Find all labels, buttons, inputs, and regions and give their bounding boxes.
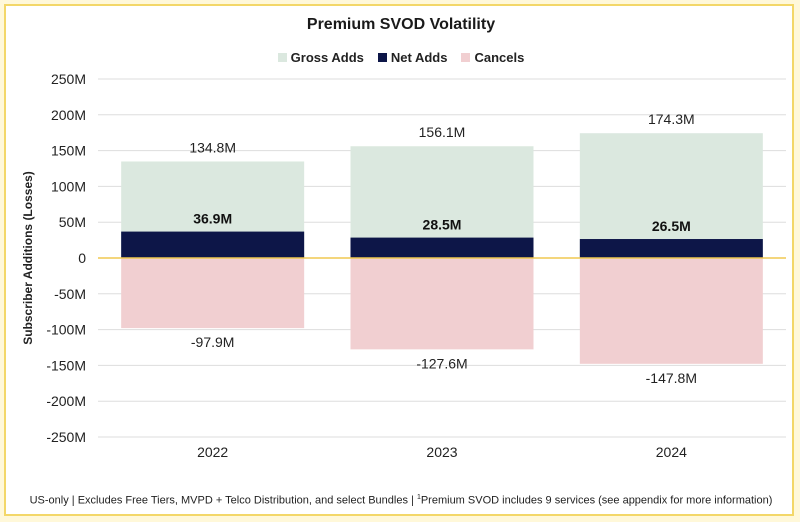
footnote-text-continued: Premium SVOD includes 9 services (see ap… [420, 494, 773, 507]
legend: Gross Adds Net Adds Cancels [6, 50, 796, 65]
y-tick-label: -150M [46, 357, 86, 373]
y-tick-label: 50M [59, 214, 86, 230]
legend-label-cancels: Cancels [474, 50, 525, 65]
bar-chart: Subscriber Additions (Losses) 250M 200M 150… [21, 71, 786, 460]
bar-cancels [579, 258, 763, 364]
y-tick-label: 150M [51, 143, 86, 159]
y-tick-label: -50M [54, 286, 86, 302]
legend-item-net-adds: Net Adds [377, 50, 448, 65]
data-label-cancels: -127.6M [416, 355, 467, 371]
bar-cancels [350, 258, 534, 350]
x-tick-label: 2023 [426, 444, 457, 460]
data-label-net-adds: 26.5M [652, 218, 691, 234]
x-tick-label: 2022 [197, 444, 228, 460]
chart-title: Premium SVOD Volatility [306, 16, 496, 33]
bar-net-adds [579, 239, 763, 258]
bar-cancels [121, 258, 305, 329]
bar-net-adds [121, 231, 305, 258]
data-label-gross-adds: 156.1M [419, 124, 466, 140]
legend-label-net-adds: Net Adds [390, 50, 448, 65]
data-label-gross-adds: 174.3M [648, 111, 695, 127]
data-label-net-adds: 28.5M [423, 217, 462, 233]
data-label-net-adds: 36.9M [193, 211, 232, 227]
bar-net-adds [350, 237, 534, 258]
y-axis-title: Subscriber Additions (Losses) [21, 171, 35, 345]
x-tick-label: 2024 [656, 444, 687, 460]
y-tick-label: -100M [46, 322, 86, 338]
y-tick-label: 200M [51, 107, 86, 123]
data-label-gross-adds: 134.8M [189, 139, 236, 155]
legend-item-gross-adds: Gross Adds [277, 50, 364, 65]
legend-label-gross-adds: Gross Adds [290, 50, 364, 65]
y-tick-label: 100M [51, 178, 86, 194]
data-label-cancels: -147.8M [646, 370, 697, 386]
bar-gross-adds [579, 133, 763, 258]
y-tick-label: -250M [46, 429, 86, 445]
y-tick-label: 0 [78, 250, 86, 266]
legend-swatch-cancels [461, 53, 471, 62]
legend-swatch-gross-adds [277, 53, 287, 62]
data-label-cancels: -97.9M [191, 334, 235, 350]
y-tick-label: -200M [46, 393, 86, 409]
footnote-text: US-only | Excludes Free Tiers, MVPD + Te… [29, 494, 417, 507]
chart-frame: Premium SVOD Volatility Gross Adds Net A… [4, 4, 794, 516]
y-tick-label: 250M [51, 71, 86, 87]
footnote: US-only | Excludes Free Tiers, MVPD + Te… [6, 494, 796, 507]
legend-swatch-net-adds [377, 53, 387, 62]
footnote-superscript: 1 [416, 494, 421, 501]
legend-item-cancels: Cancels [461, 50, 524, 65]
